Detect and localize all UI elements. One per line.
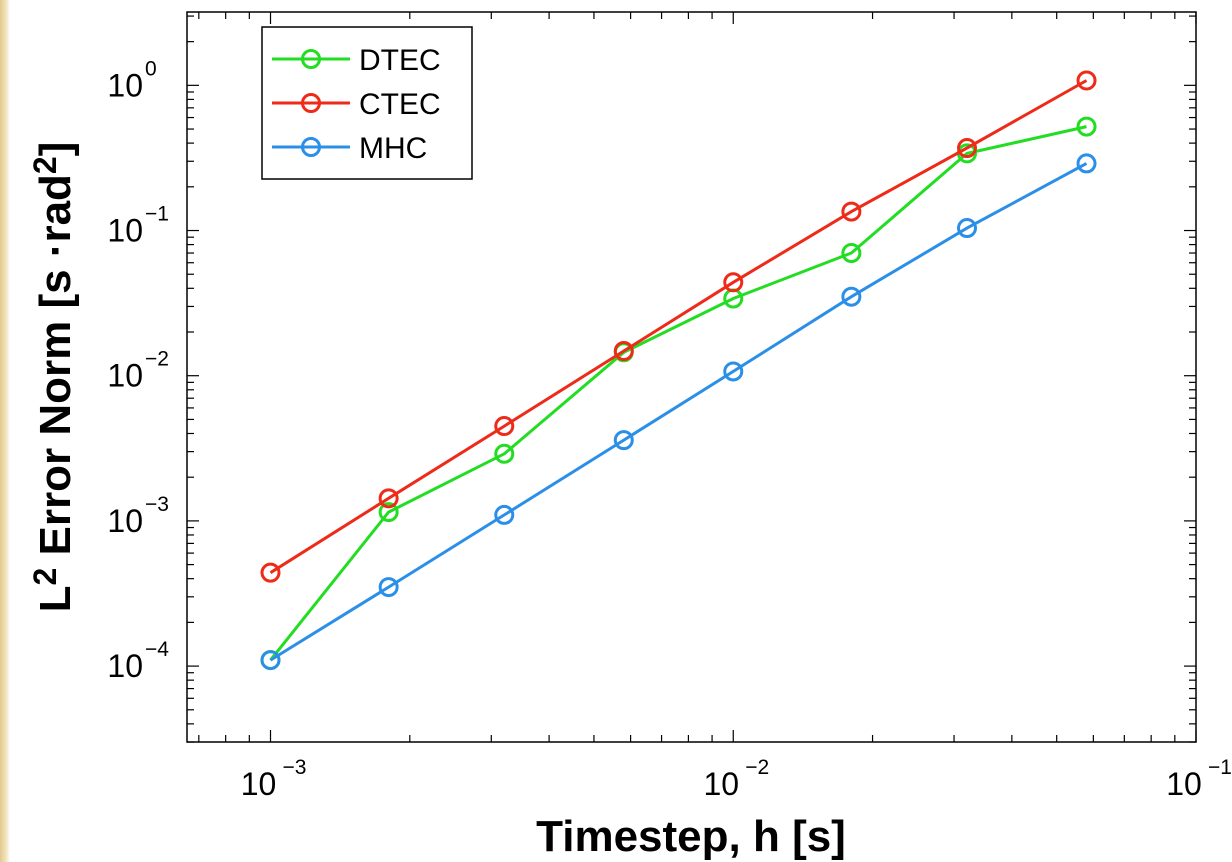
data-point-ctec (723, 272, 744, 293)
x-axis-title: Timestep, h [s] (536, 812, 846, 861)
y-axis-title-superscript: 2 (27, 568, 63, 586)
data-point-dtec (494, 443, 515, 464)
y-axis-title-part: ] (31, 142, 80, 157)
y-tick-label: 10 (107, 503, 143, 539)
x-tick-exponent: −3 (283, 756, 307, 779)
y-tick-exponent: −2 (145, 348, 169, 371)
data-point-mhc (841, 286, 862, 307)
y-tick-label: 10 (107, 358, 143, 394)
data-point-mhc (723, 361, 744, 382)
data-point-mhc (957, 218, 978, 239)
y-axis-title: L2 Error Norm [s ·rad2] (27, 142, 80, 613)
x-tick-exponent: −2 (745, 756, 769, 779)
data-point-ctec (957, 138, 978, 159)
legend-swatch-marker-dtec (301, 49, 321, 69)
data-point-dtec (1076, 116, 1097, 137)
axis-titles: Timestep, h [s]L2 Error Norm [s ·rad2] (27, 142, 846, 861)
series-line-ctec (269, 79, 1088, 574)
legend-swatch-marker-ctec (301, 93, 321, 113)
y-axis-title-part: Error Norm [s ·rad (31, 174, 80, 568)
legend-label-mhc: MHC (359, 132, 427, 165)
data-point-ctec (1076, 70, 1097, 91)
data-point-dtec (378, 502, 399, 523)
data-point-mhc (378, 577, 399, 598)
data-point-dtec (841, 243, 862, 264)
data-point-ctec (613, 340, 634, 361)
x-tick-exponent: −1 (1208, 756, 1232, 779)
data-point-mhc (260, 650, 281, 671)
data-point-ctec (841, 201, 862, 222)
y-tick-exponent: −4 (145, 638, 169, 661)
data-point-mhc (494, 504, 515, 525)
y-tick-exponent: −1 (145, 203, 169, 226)
x-tick-label: 10 (703, 766, 739, 802)
legend-swatch-marker-mhc (301, 137, 321, 157)
y-axis-title-part: L (31, 586, 80, 613)
data-point-mhc (1076, 153, 1097, 174)
left-edge-decoration (0, 0, 10, 862)
x-tick-label: 10 (241, 766, 277, 802)
x-tick-label: 10 (1166, 766, 1202, 802)
data-point-ctec (494, 416, 515, 437)
legend-label-dtec: DTEC (359, 44, 441, 77)
y-tick-label: 10 (107, 67, 143, 103)
y-tick-label: 10 (107, 213, 143, 249)
y-tick-exponent: −3 (145, 493, 169, 516)
data-point-ctec (260, 562, 281, 583)
y-tick-label: 10 (107, 648, 143, 684)
y-axis-title-superscript: 2 (27, 156, 63, 174)
legend: DTEC CTEC MHC (261, 26, 473, 180)
y-tick-exponent: 0 (145, 57, 157, 80)
series-line-dtec (269, 125, 1087, 662)
legend-label-ctec: CTEC (359, 88, 441, 121)
data-point-ctec (378, 488, 399, 509)
series-layer (260, 70, 1097, 671)
series-line-mhc (269, 162, 1088, 662)
data-point-mhc (613, 430, 634, 451)
